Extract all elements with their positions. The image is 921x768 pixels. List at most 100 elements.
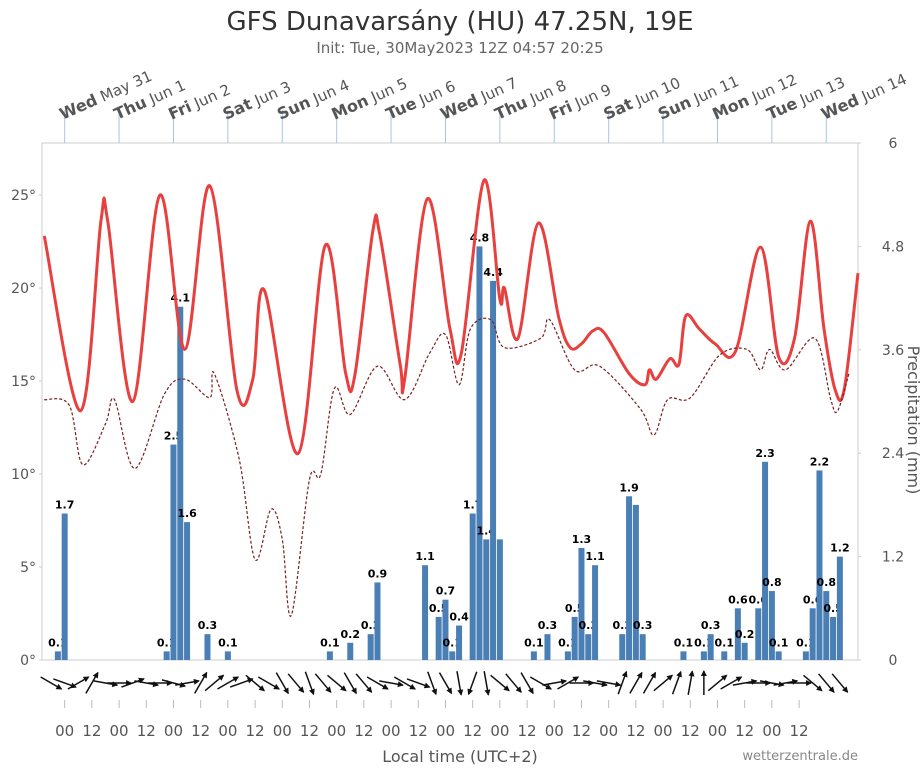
precip-bar	[626, 496, 633, 660]
precip-bar	[374, 582, 381, 660]
precip-bar	[469, 513, 476, 660]
wind-head	[527, 687, 534, 695]
wind-head	[431, 688, 438, 696]
wind-head	[351, 687, 357, 695]
wind-arrow	[787, 680, 813, 686]
x-tick-label: 12	[137, 722, 156, 740]
wind-head	[676, 670, 682, 678]
precip-bar	[184, 522, 191, 660]
precip-bar	[700, 651, 707, 660]
temperature-line	[42, 178, 860, 456]
wind-arrow	[67, 676, 90, 690]
wind-arrow	[245, 674, 266, 692]
credit: wetterzentrale.de	[742, 749, 858, 764]
x-tick-label: 00	[490, 722, 509, 740]
wind-head	[515, 686, 522, 693]
wind-head	[423, 682, 431, 689]
bar-label: 2.2	[810, 455, 830, 468]
wind-arrow	[343, 672, 357, 695]
wind-arrow	[355, 673, 373, 693]
wind-head	[842, 686, 849, 693]
bar-label: 1.6	[177, 507, 197, 520]
precip-bar	[775, 651, 782, 660]
wind-arrow	[229, 677, 254, 688]
bar-label: 0.3	[633, 619, 653, 632]
x-tick-label: 12	[735, 722, 754, 740]
precip-bar	[592, 565, 599, 660]
x-tick-label: 12	[354, 722, 373, 740]
date: Jun 14	[858, 70, 909, 106]
precip-bar	[496, 539, 503, 660]
wind-head	[560, 678, 568, 685]
precip-bar	[564, 651, 571, 660]
precip-bar	[816, 470, 823, 660]
wind-head	[688, 670, 695, 677]
bar-label: 1.1	[415, 550, 435, 563]
wind-head	[382, 683, 389, 690]
wind-head	[572, 676, 580, 683]
wind-head	[232, 676, 240, 683]
x-tick-label: 00	[327, 722, 346, 740]
bar-label: 0.3	[538, 619, 558, 632]
wind-arrow	[406, 678, 431, 689]
wind-arrow	[304, 671, 315, 696]
precip-bar	[768, 591, 775, 660]
precip-bar	[639, 634, 646, 660]
bar-label: 1.2	[830, 542, 850, 555]
wind-arrow	[629, 671, 643, 694]
wind-head	[409, 683, 416, 690]
wind-head	[816, 685, 823, 692]
weekday: Wed	[57, 90, 101, 123]
wind-head	[735, 676, 743, 683]
wind-head	[247, 677, 254, 684]
bar-label: 2.3	[755, 447, 775, 460]
wind-arrow	[85, 671, 99, 694]
wind-head	[700, 670, 707, 676]
precip-bar	[449, 651, 456, 660]
x-tick-label: 00	[708, 722, 727, 740]
precip-bar	[483, 539, 490, 660]
precip-bar	[442, 599, 449, 660]
precip-bar	[544, 634, 551, 660]
x-tick-label: 00	[599, 722, 618, 740]
x-tick-label: 12	[191, 722, 210, 740]
bar-label: 4.4	[483, 266, 503, 279]
bar-label: 0.8	[762, 576, 782, 589]
x-tick-label: 00	[654, 722, 673, 740]
precip-bar	[836, 556, 843, 660]
precip-bar	[456, 625, 463, 660]
wind-head	[806, 680, 813, 686]
wind-arrow	[687, 670, 695, 695]
bar-label: 1.9	[619, 481, 639, 494]
x-tick-label: 12	[246, 722, 265, 740]
wind-head	[446, 687, 452, 695]
x-tick-label: 12	[300, 722, 319, 740]
bar-label: 0.1	[218, 636, 238, 649]
x-tick-label: 12	[518, 722, 537, 740]
y-tick-label: 20°	[11, 281, 36, 297]
x-tick-label: 12	[463, 722, 482, 740]
wind-arrow	[40, 676, 63, 690]
y-tick-label: 10°	[11, 467, 36, 483]
precip-bar	[680, 651, 687, 660]
wind-arrow	[542, 678, 568, 686]
precip-bar	[734, 608, 741, 660]
wind-arrow	[746, 680, 772, 686]
precip-bar	[619, 634, 626, 660]
y2-tick-label: 1.2	[882, 550, 904, 566]
y2-tick-label: 0	[889, 653, 898, 669]
precip-bar	[177, 306, 184, 660]
y2-tick-label: 4.8	[882, 239, 904, 255]
wind-arrow	[505, 673, 522, 693]
wind-head	[201, 671, 208, 679]
precip-bar	[490, 280, 497, 660]
x-tick-label: 00	[55, 722, 74, 740]
precip-bar	[755, 608, 762, 660]
wind-arrow	[831, 673, 849, 693]
wind-arrow	[427, 671, 438, 696]
wind-arrow	[700, 670, 707, 695]
precip-bar	[707, 634, 714, 660]
wind-head	[545, 683, 552, 690]
x-tick-label: 12	[82, 722, 101, 740]
bar-label: 0.9	[368, 567, 388, 580]
